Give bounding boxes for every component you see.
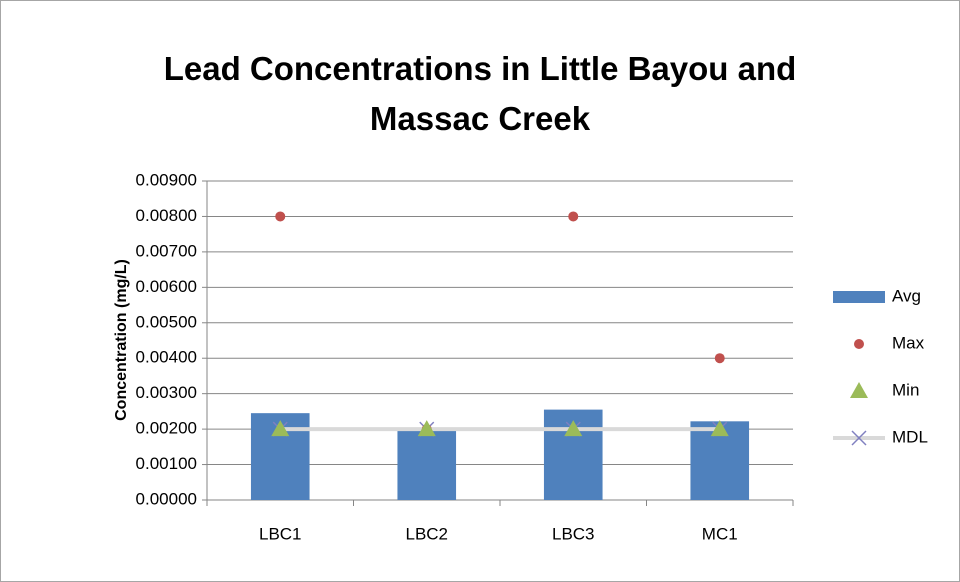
point — [714, 353, 725, 364]
legend-marker — [850, 382, 868, 398]
x-tick-label: LBC3 — [552, 524, 595, 543]
y-tick-label: 0.00700 — [136, 241, 197, 260]
x-tick-label: LBC2 — [405, 524, 448, 543]
point — [275, 211, 286, 222]
y-tick-label: 0.00200 — [136, 419, 197, 438]
legend-label: MDL — [892, 427, 928, 446]
bar — [397, 430, 457, 500]
point — [568, 211, 579, 222]
chart-title: Lead Concentrations in Little Bayou and … — [163, 50, 797, 137]
y-tick-label: 0.00800 — [136, 206, 197, 225]
point — [564, 420, 583, 437]
y-tick-label: 0.00300 — [136, 383, 197, 402]
legend-label: Min — [892, 380, 919, 399]
legend-label: Avg — [892, 286, 921, 305]
legend-label: Max — [892, 333, 925, 352]
y-tick-label: 0.00100 — [136, 454, 197, 473]
legend-marker — [851, 430, 867, 446]
y-tick-label: 0.00500 — [136, 312, 197, 331]
y-axis-label: Concentration (mg/L) — [113, 259, 130, 421]
x-tick-label: LBC1 — [259, 524, 302, 543]
point — [271, 420, 290, 437]
legend-swatch — [833, 291, 885, 303]
legend-marker — [854, 339, 864, 349]
x-tick-label: MC1 — [702, 524, 738, 543]
y-tick-label: 0.00000 — [136, 489, 197, 508]
y-tick-label: 0.00400 — [136, 348, 197, 367]
point — [710, 420, 729, 437]
point — [417, 420, 436, 437]
y-tick-label: 0.00600 — [136, 277, 197, 296]
y-tick-label: 0.00900 — [136, 170, 197, 189]
